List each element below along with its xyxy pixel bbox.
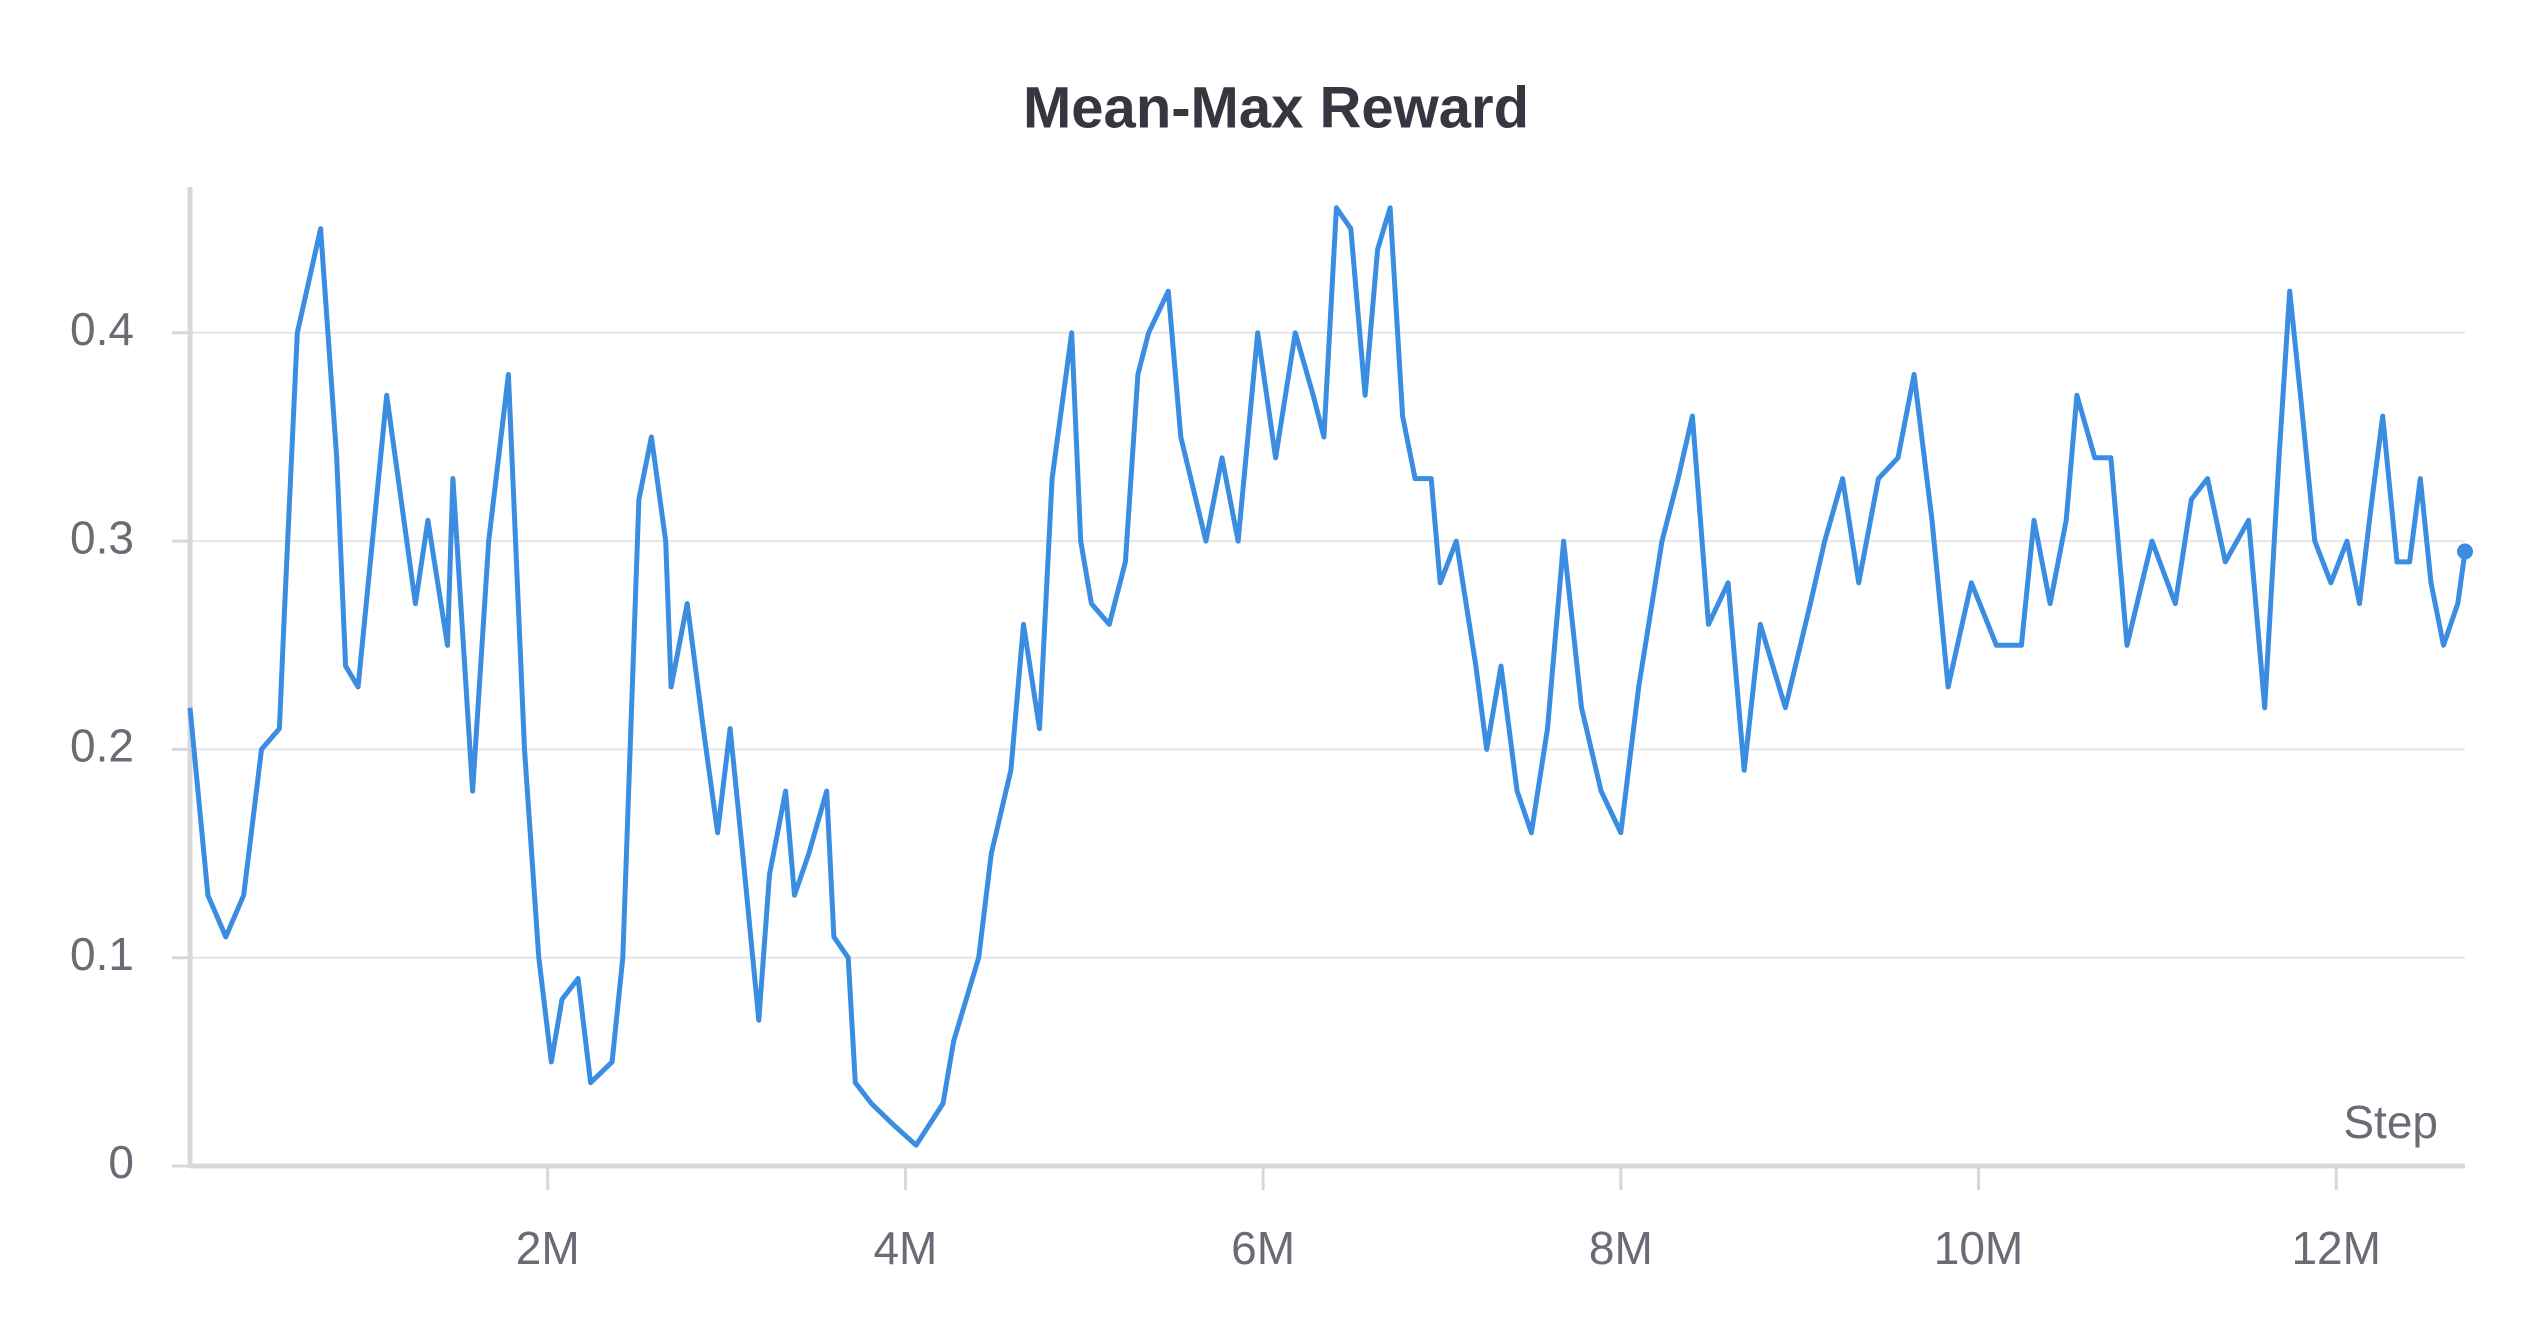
y-tick-label: 0.2	[70, 720, 134, 772]
x-tick-label: 12M	[2291, 1222, 2380, 1274]
y-tick-label: 0.1	[70, 928, 134, 980]
y-tick-label: 0.4	[70, 303, 134, 355]
data-line	[187, 205, 2468, 1148]
x-axis-label: Step	[2343, 1096, 2438, 1148]
y-tick-label: 0	[108, 1136, 134, 1188]
x-tick-label: 4M	[873, 1222, 937, 1274]
end-point	[2457, 543, 2473, 560]
x-tick-label: 6M	[1231, 1222, 1295, 1274]
chart-title: Mean-Max Reward	[1023, 75, 1529, 140]
x-tick-label: 2M	[516, 1222, 580, 1274]
x-tick-label: 8M	[1589, 1222, 1653, 1274]
x-tick-label: 10M	[1934, 1222, 2023, 1274]
y-tick-label: 0.3	[70, 511, 134, 563]
